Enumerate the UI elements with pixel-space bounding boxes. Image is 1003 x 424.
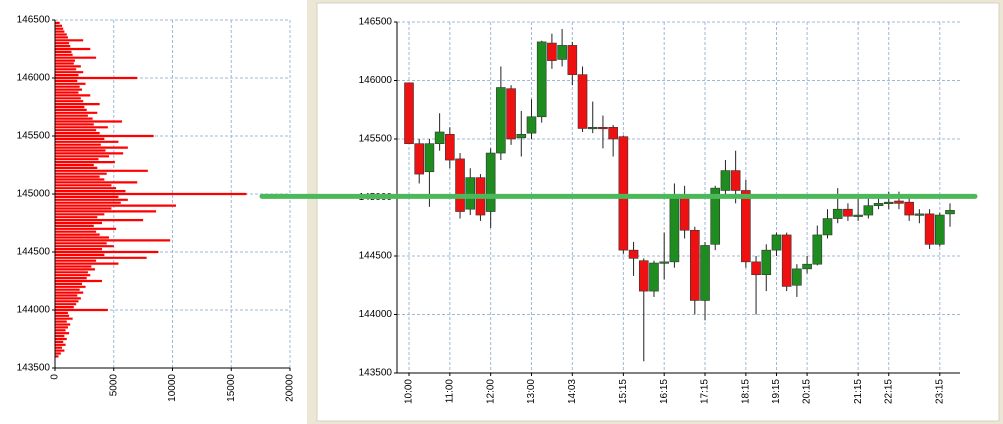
x-tick-label: 5000 xyxy=(108,374,119,397)
candle-body xyxy=(802,263,812,270)
candle-body xyxy=(883,201,894,204)
candle-body xyxy=(587,127,598,130)
x-tick-label: 23:15 xyxy=(934,379,945,404)
candle-body xyxy=(659,261,669,264)
candle-body xyxy=(720,170,731,191)
candle-body xyxy=(567,45,578,75)
candle-body xyxy=(924,213,935,245)
y-tick-label: 145500 xyxy=(17,131,51,142)
candle-body xyxy=(914,213,925,216)
candle-body xyxy=(424,143,435,173)
candle-body xyxy=(690,229,700,301)
candle-body xyxy=(730,170,741,191)
x-tick-label: 18:15 xyxy=(740,379,751,404)
candle-body xyxy=(679,197,690,231)
y-tick-label: 146000 xyxy=(359,75,393,86)
candle-body xyxy=(506,88,516,140)
candle-body xyxy=(812,234,823,265)
right-panel xyxy=(316,2,1000,422)
candle-body xyxy=(638,260,649,292)
x-tick-label: 14:03 xyxy=(567,379,578,404)
x-tick-label: 17:15 xyxy=(700,379,711,404)
x-tick-label: 21:15 xyxy=(853,379,864,404)
x-tick-label: 13:00 xyxy=(526,379,537,404)
candle-body xyxy=(628,249,639,259)
candle-body xyxy=(414,143,425,175)
candle-body xyxy=(945,210,955,215)
x-tick-label: 19:15 xyxy=(771,379,782,404)
candle-body xyxy=(863,205,874,216)
candle-body xyxy=(710,187,721,245)
candle-body xyxy=(404,82,414,144)
candle-body xyxy=(792,268,802,286)
candle-body xyxy=(485,152,496,212)
candle-body xyxy=(741,190,751,263)
candle-body xyxy=(832,208,843,219)
y-tick-label: 146000 xyxy=(17,73,51,84)
candle-body xyxy=(434,131,445,144)
candle-body xyxy=(781,234,792,287)
candle-body xyxy=(526,116,537,134)
candle-body xyxy=(894,200,904,204)
y-tick-label: 146500 xyxy=(17,15,51,26)
candle-body xyxy=(455,158,465,212)
candle-body xyxy=(700,245,710,301)
x-tick-label: 10:00 xyxy=(404,379,415,404)
candle-body xyxy=(761,249,772,276)
y-tick-label: 144000 xyxy=(359,309,393,320)
candle-body xyxy=(669,197,680,263)
candle-body xyxy=(822,218,833,236)
candle-body xyxy=(496,87,506,154)
x-tick-label: 15000 xyxy=(226,374,237,402)
y-tick-label: 143500 xyxy=(17,363,51,374)
candle-body xyxy=(843,208,853,217)
candle-body xyxy=(547,42,557,61)
x-tick-label: 10000 xyxy=(167,374,178,402)
x-tick-label: 16:15 xyxy=(659,379,670,404)
candle-body xyxy=(904,201,914,216)
candle-body xyxy=(445,134,455,161)
candle-body xyxy=(853,214,863,217)
x-tick-label: 12:00 xyxy=(485,379,496,404)
candle-body xyxy=(649,262,659,292)
x-tick-label: 20000 xyxy=(285,374,296,402)
candle-body xyxy=(771,234,782,251)
candle-body xyxy=(598,127,608,130)
x-tick-label: 11:00 xyxy=(444,379,455,404)
candle-body xyxy=(934,214,945,245)
y-tick-label: 144500 xyxy=(17,247,51,258)
candle-body xyxy=(873,203,884,206)
y-tick-label: 145000 xyxy=(17,189,51,200)
candle-body xyxy=(577,74,588,129)
y-tick-label: 146500 xyxy=(359,17,393,28)
x-tick-label: 20:15 xyxy=(802,379,813,404)
candle-body xyxy=(465,177,476,210)
y-tick-label: 144500 xyxy=(359,251,393,262)
candle-body xyxy=(557,45,567,60)
y-tick-label: 143500 xyxy=(359,368,393,379)
candle-body xyxy=(608,127,618,140)
candle-body xyxy=(618,136,629,251)
candle-body xyxy=(751,261,761,276)
x-tick-label: 22:15 xyxy=(883,379,894,404)
candle-body xyxy=(536,41,547,118)
candle-body xyxy=(516,134,527,139)
x-tick-label: 15:15 xyxy=(618,379,629,404)
x-tick-label: 0 xyxy=(50,374,61,380)
y-tick-label: 145500 xyxy=(359,134,393,145)
y-tick-label: 144000 xyxy=(17,305,51,316)
